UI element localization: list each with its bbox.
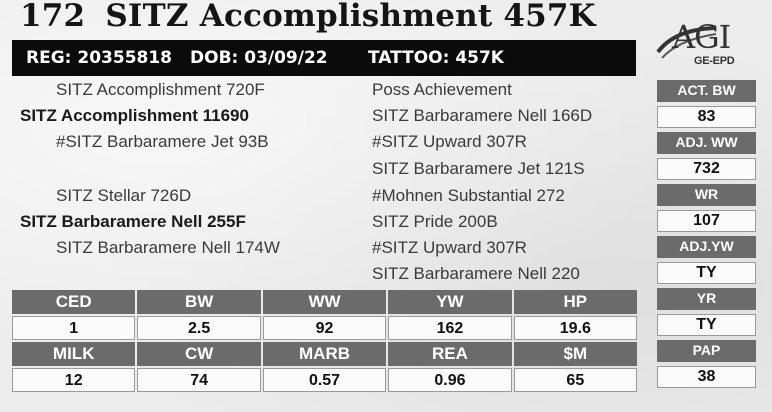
epd-header-m-index: $M — [513, 342, 638, 366]
pedigree-sd-sire: #SITZ Upward 307R — [372, 132, 527, 151]
pedigree-sire-dam: #SITZ Barbaramere Jet 93B — [56, 132, 269, 151]
epd-value-cw: 74 — [137, 368, 261, 392]
epd-header-marb: MARB — [262, 342, 387, 366]
epd-value-row: 12 74 0.57 0.96 65 — [12, 368, 638, 392]
epd-value-yw: 162 — [388, 316, 512, 340]
logo-subtext: GE-EPD — [694, 55, 735, 67]
epd-value-ww: 92 — [262, 316, 387, 340]
epd-header-row: MILK CW MARB REA $M — [12, 342, 638, 366]
epd-value-rea: 0.96 — [388, 368, 512, 392]
epd-value-ced: 1 — [12, 316, 136, 340]
stat-label-pap: PAP — [657, 340, 756, 362]
animal-name: SITZ Accomplishment 457K — [105, 0, 596, 34]
agi-logo-swoosh-icon — [656, 26, 717, 59]
stat-value-adj-yw: TY — [657, 262, 756, 284]
logo-text: AGI — [672, 18, 731, 56]
epd-header-ced: CED — [12, 290, 136, 314]
epd-value-bw: 2.5 — [137, 316, 261, 340]
pedigree-dd-sire: #SITZ Upward 307R — [372, 238, 527, 257]
stat-value-pap: 38 — [657, 366, 756, 388]
epd-value-row: 1 2.5 92 162 19.6 — [12, 316, 638, 340]
stat-label-adj-yw: ADJ.YW — [657, 236, 756, 258]
stat-label-act-bw: ACT. BW — [657, 80, 756, 102]
date-of-birth: DOB: 03/09/22 — [190, 48, 328, 68]
epd-header-row: CED BW WW YW HP — [12, 290, 638, 314]
performance-stats: ACT. BW 83 ADJ. WW 732 WR 107 ADJ.YW TY … — [657, 80, 756, 392]
stat-label-adj-ww: ADJ. WW — [657, 132, 756, 154]
stat-value-adj-ww: 732 — [657, 158, 756, 180]
epd-header-cw: CW — [137, 342, 261, 366]
registration-bar: REG: 20355818 DOB: 03/09/22 TATTOO: 457K — [12, 40, 636, 76]
pedigree-sire-sire: SITZ Accomplishment 720F — [56, 80, 265, 99]
epd-header-rea: REA — [388, 342, 512, 366]
pedigree-sire: SITZ Accomplishment 11690 — [20, 106, 249, 125]
stat-value-yr: TY — [657, 314, 756, 336]
lot-number: 172 — [20, 0, 86, 34]
epd-value-m-index: 65 — [513, 368, 638, 392]
epd-header-ww: WW — [262, 290, 387, 314]
pedigree-dd-dam: SITZ Barbaramere Nell 220 — [372, 264, 580, 283]
epd-header-milk: MILK — [12, 342, 136, 366]
registration-number: REG: 20355818 — [26, 48, 173, 68]
pedigree-ss-dam: SITZ Barbaramere Nell 166D — [372, 106, 593, 125]
stat-value-act-bw: 83 — [657, 106, 756, 128]
lot-title: 172 SITZ Accomplishment 457K — [20, 0, 596, 38]
epd-value-milk: 12 — [12, 368, 136, 392]
epd-header-bw: BW — [137, 290, 261, 314]
pedigree-ds-dam: SITZ Pride 200B — [372, 212, 498, 231]
pedigree-sd-dam: SITZ Barbaramere Jet 121S — [372, 159, 585, 178]
pedigree-dam-dam: SITZ Barbaramere Nell 174W — [56, 238, 280, 257]
tattoo: TATTOO: 457K — [368, 48, 504, 68]
epd-value-marb: 0.57 — [262, 368, 387, 392]
epd-header-hp: HP — [513, 290, 638, 314]
epd-header-yw: YW — [388, 290, 512, 314]
stat-label-yr: YR — [657, 288, 756, 310]
stat-label-wr: WR — [657, 184, 756, 206]
epd-table: CED BW WW YW HP 1 2.5 92 162 19.6 MILK C… — [12, 290, 638, 394]
pedigree-ds-sire: #Mohnen Substantial 272 — [372, 186, 565, 205]
pedigree-dam-sire: SITZ Stellar 726D — [56, 186, 192, 205]
epd-value-hp: 19.6 — [513, 316, 638, 340]
pedigree-dam: SITZ Barbaramere Nell 255F — [20, 212, 246, 231]
agi-logo: AGI GE-EPD — [654, 18, 758, 72]
pedigree-ss-sire: Poss Achievement — [372, 80, 512, 99]
stat-value-wr: 107 — [657, 210, 756, 232]
